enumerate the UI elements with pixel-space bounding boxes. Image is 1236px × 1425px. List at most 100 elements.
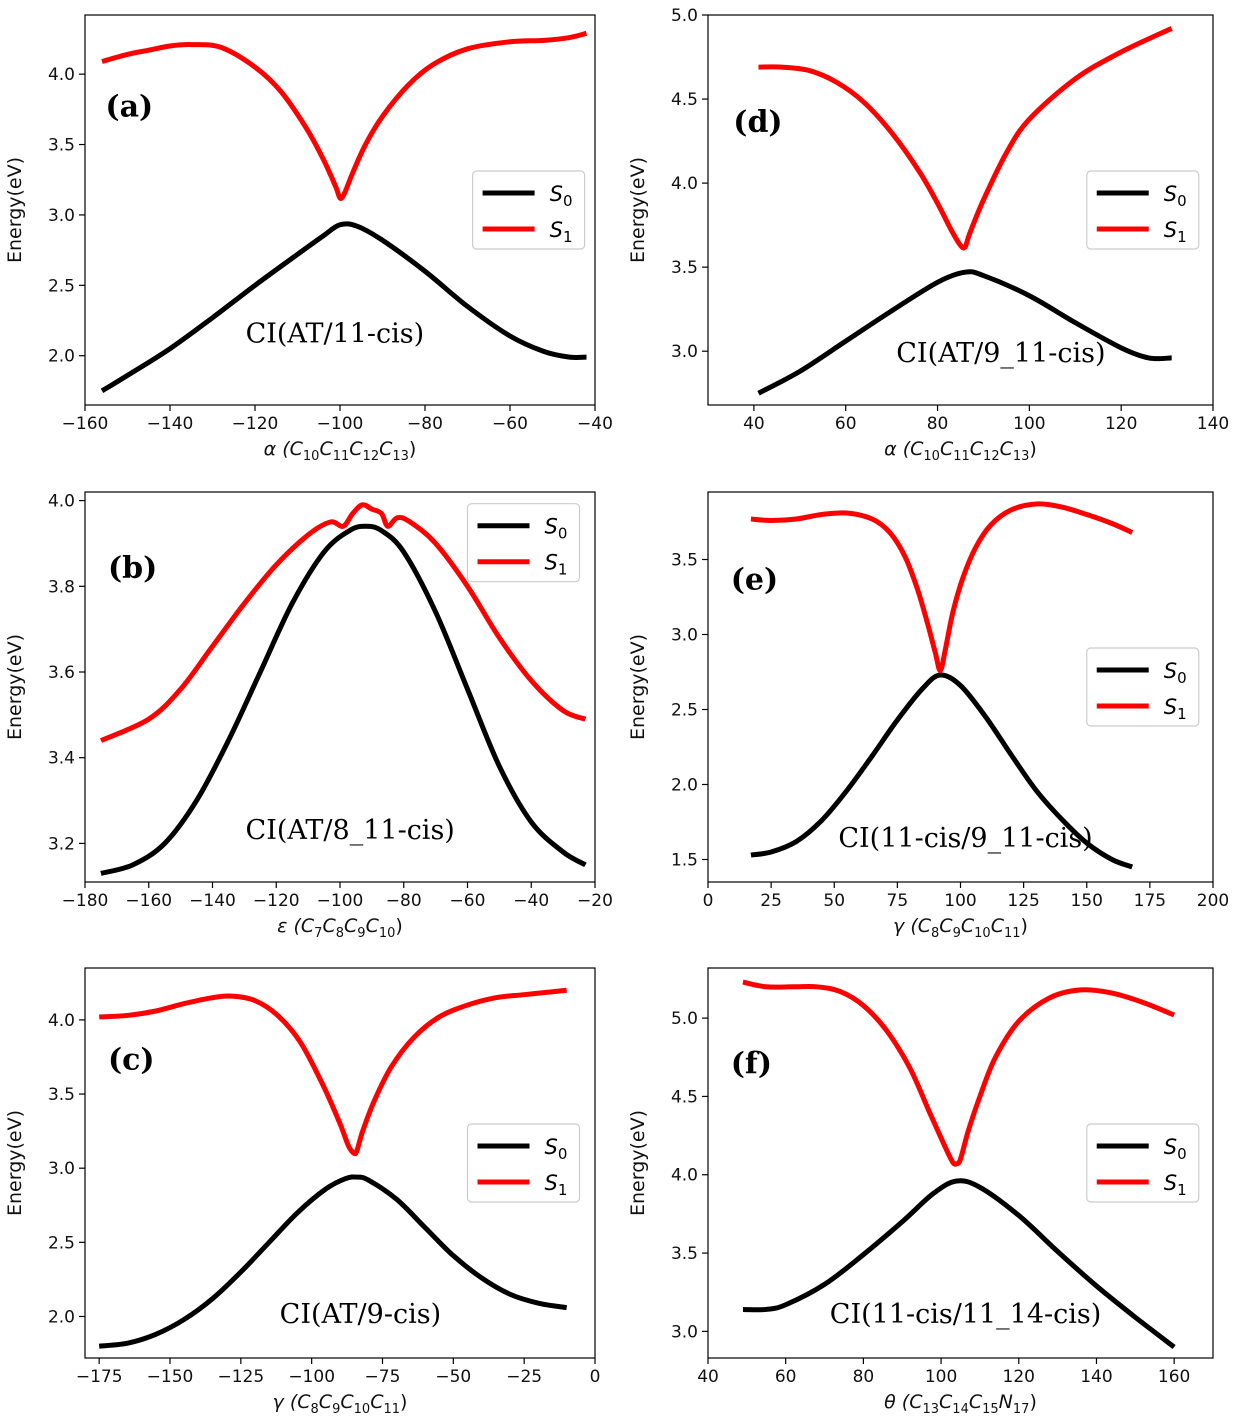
y-tick-label: 3.6: [48, 663, 75, 683]
panel-letter: (f): [731, 1046, 772, 1081]
x-tick-label: −120: [253, 891, 300, 911]
legend-label-s0: S0: [1164, 1135, 1187, 1163]
y-tick-label: 3.8: [48, 577, 75, 597]
y-tick-label: 4.0: [671, 174, 698, 194]
x-tick-label: 40: [743, 414, 765, 434]
x-axis-label: γ (C8C9C10C11): [893, 915, 1028, 941]
x-tick-label: 75: [887, 891, 909, 911]
x-tick-label: 100: [1013, 414, 1045, 434]
x-tick-label: −80: [386, 891, 422, 911]
legend-label-s1: S1: [1164, 695, 1187, 723]
y-tick-label: 3.0: [48, 1159, 75, 1179]
ci-annotation: CI(11-cis/11_14-cis): [830, 1299, 1102, 1330]
y-axis-label: Energy(eV): [4, 634, 26, 740]
y-tick-label: 3.4: [48, 749, 75, 769]
x-tick-label: −100: [317, 414, 364, 434]
x-tick-label: 100: [925, 1367, 957, 1387]
series-line-s0: [742, 1178, 1176, 1350]
legend-label-s1: S1: [1164, 218, 1187, 246]
x-tick-label: 200: [1197, 891, 1229, 911]
x-axis-label: ε (C7C8C9C10): [277, 915, 403, 941]
x-tick-label: 100: [944, 891, 976, 911]
y-tick-label: 3.5: [671, 258, 698, 278]
y-tick-label: 5.0: [671, 1009, 698, 1029]
x-tick-label: 125: [1007, 891, 1039, 911]
y-tick-label: 2.0: [48, 1307, 75, 1327]
x-tick-label: 80: [853, 1367, 875, 1387]
series-line-s0: [750, 672, 1134, 870]
legend-label-s1: S1: [545, 551, 568, 579]
x-tick-label: 140: [1197, 414, 1229, 434]
legend-label-s0: S0: [545, 515, 568, 543]
series-line-s0: [757, 269, 1172, 396]
panel-letter: (c): [108, 1042, 155, 1077]
ci-annotation: CI(AT/9_11-cis): [896, 338, 1105, 369]
x-tick-label: −175: [76, 1367, 123, 1387]
y-tick-label: 3.2: [48, 834, 75, 854]
y-tick-label: 1.5: [671, 851, 698, 871]
x-tick-label: −160: [62, 414, 109, 434]
x-tick-label: −25: [506, 1367, 542, 1387]
y-axis-label: Energy(eV): [627, 1110, 649, 1216]
y-tick-label: 4.0: [671, 1166, 698, 1186]
x-tick-label: 60: [775, 1367, 797, 1387]
series-line-s0: [98, 1174, 568, 1349]
y-tick-label: 4.5: [671, 90, 698, 110]
y-axis-label: Energy(eV): [4, 157, 26, 263]
chart-panel-2: 40 60 80 100 120 140 3.0 3.5 4.0 4.5 5.0 α (C10C11C…: [627, 6, 1229, 464]
series-line-s1: [742, 979, 1176, 1167]
series-line-s1: [758, 26, 1173, 251]
series-line-s1: [99, 502, 587, 743]
y-tick-label: 2.0: [671, 776, 698, 796]
x-tick-label: 25: [760, 891, 782, 911]
y-axis-label: Energy(eV): [627, 157, 649, 263]
x-axis-label: α (C10C11C12C13): [884, 438, 1037, 464]
y-tick-label: 3.0: [671, 1322, 698, 1342]
y-tick-label: 2.5: [48, 1233, 75, 1253]
series-line-s1: [99, 987, 567, 1157]
y-tick-label: 2.5: [671, 701, 698, 721]
y-tick-label: 4.0: [48, 65, 75, 85]
x-tick-label: −60: [450, 891, 486, 911]
x-tick-label: 80: [927, 414, 949, 434]
panel-letter: (b): [108, 551, 157, 586]
x-tick-label: 120: [1003, 1367, 1035, 1387]
legend-label-s1: S1: [1164, 1171, 1187, 1199]
ci-annotation: CI(11-cis/9_11-cis): [838, 823, 1092, 854]
ci-annotation: CI(AT/9-cis): [280, 1299, 441, 1330]
x-tick-label: −140: [147, 414, 194, 434]
x-axis-label: θ (C13C14C15N17): [884, 1391, 1037, 1417]
ci-annotation: CI(AT/11-cis): [246, 319, 425, 350]
y-tick-label: 3.0: [48, 206, 75, 226]
legend-label-s0: S0: [550, 182, 573, 210]
x-tick-label: 40: [697, 1367, 719, 1387]
x-tick-label: −180: [62, 891, 109, 911]
x-tick-label: −140: [189, 891, 236, 911]
y-tick-label: 2.5: [48, 276, 75, 296]
x-tick-label: 160: [1158, 1367, 1190, 1387]
plot-frame: [707, 14, 1214, 406]
series-line-s1: [101, 30, 588, 201]
x-tick-label: −100: [288, 1367, 335, 1387]
legend-label-s1: S1: [550, 218, 573, 246]
y-tick-label: 3.0: [671, 342, 698, 362]
x-tick-label: −60: [492, 414, 528, 434]
x-axis-label: α (C10C11C12C13): [264, 438, 417, 464]
panel-letter: (e): [731, 563, 778, 598]
ci-annotation: CI(AT/8_11-cis): [246, 815, 455, 846]
x-tick-label: −20: [577, 891, 613, 911]
y-axis-label: Energy(eV): [4, 1110, 26, 1216]
series-line-s0: [100, 523, 587, 876]
x-tick-label: −120: [232, 414, 279, 434]
y-tick-label: 2.0: [48, 347, 75, 367]
legend-label-s0: S0: [1164, 659, 1187, 687]
x-tick-label: −80: [407, 414, 443, 434]
x-tick-label: 140: [1080, 1367, 1112, 1387]
